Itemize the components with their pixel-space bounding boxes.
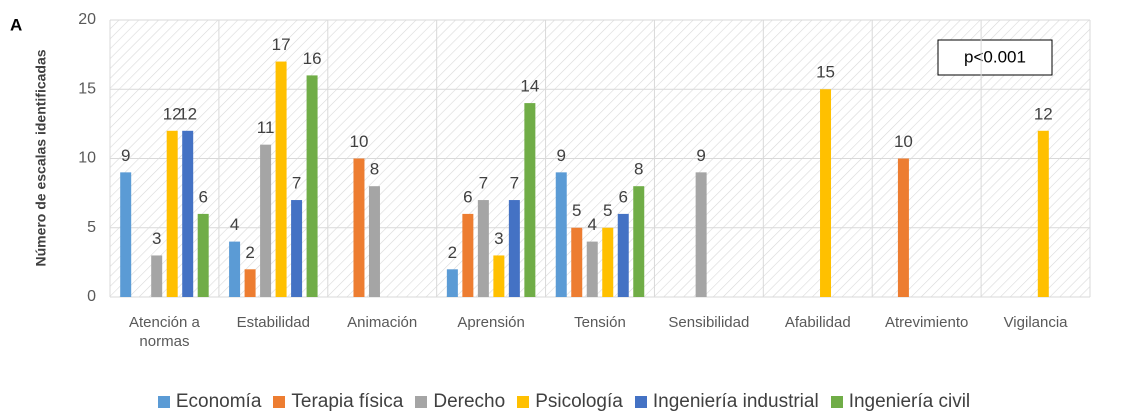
data-label: 4 (588, 215, 597, 234)
x-tick-label: Animación (347, 314, 418, 331)
legend-item: Ingeniería industrial (634, 391, 819, 413)
x-tick-label: Tensión (574, 314, 626, 331)
legend-swatch (830, 396, 843, 408)
data-label: 7 (479, 174, 488, 193)
y-tick-label: 10 (78, 150, 96, 167)
bar (524, 103, 536, 297)
legend-swatch (634, 396, 647, 408)
data-label: 12 (1034, 104, 1053, 123)
bar (462, 213, 474, 297)
bar (508, 200, 520, 297)
bar (602, 227, 614, 297)
data-label: 15 (816, 63, 835, 82)
annotation: p<0.001 (964, 47, 1026, 66)
bar (897, 158, 909, 297)
legend-swatch (415, 396, 428, 408)
data-label: 7 (292, 174, 301, 193)
bar (586, 241, 598, 297)
x-tick-label: Vigilancia (1003, 314, 1068, 331)
legend-item: Terapia física (273, 391, 403, 413)
data-label: 2 (245, 243, 254, 262)
bar (446, 269, 458, 297)
bar (182, 130, 194, 297)
bar (166, 130, 178, 297)
bar (1037, 130, 1049, 297)
y-tick-label: 0 (87, 288, 96, 305)
bar (695, 172, 707, 297)
x-tick-label: Sensibilidad (668, 314, 750, 331)
data-label: 6 (619, 187, 628, 206)
data-label: 6 (198, 187, 207, 206)
bar (617, 213, 629, 297)
legend-swatch (157, 396, 170, 408)
legend-item: Economía (157, 391, 262, 413)
data-label: 5 (572, 201, 581, 220)
data-label: 16 (303, 49, 322, 68)
data-label: 3 (494, 229, 503, 248)
legend-swatch (517, 396, 530, 408)
data-label: 10 (350, 132, 369, 151)
data-label: 2 (448, 243, 457, 262)
y-axis-label: Número de escalas identificadas (33, 49, 49, 266)
bar (571, 227, 583, 297)
bar (633, 186, 645, 297)
legend-item: Ingeniería civil (830, 391, 971, 413)
data-label: 7 (510, 174, 519, 193)
bar (291, 200, 303, 297)
y-tick-label: 20 (78, 11, 96, 28)
data-label: 12 (163, 104, 182, 123)
data-label: 5 (603, 201, 612, 220)
legend-label: Ingeniería industrial (652, 391, 819, 412)
x-tick-label: Afabilidad (784, 314, 851, 331)
bar (120, 172, 132, 297)
data-label: 6 (463, 187, 472, 206)
annotation-box (937, 39, 1053, 76)
y-tick-label: 5 (87, 219, 96, 236)
x-tick-label: Atrevimiento (884, 314, 969, 331)
bar (555, 172, 567, 297)
legend-label: Derecho (433, 391, 506, 412)
bar (260, 144, 272, 297)
data-label: 8 (634, 160, 643, 179)
data-label: 9 (121, 146, 130, 165)
bar (229, 241, 241, 297)
bar (197, 213, 209, 297)
data-label: 3 (152, 229, 161, 248)
x-tick-label: Estabilidad (236, 314, 310, 331)
data-label: 17 (272, 35, 291, 54)
bar (244, 269, 256, 297)
bar (820, 89, 832, 297)
y-tick-label: 15 (78, 80, 96, 97)
data-label: 10 (894, 132, 913, 151)
legend-item: Derecho (415, 391, 505, 413)
bar (275, 61, 287, 297)
bar (493, 255, 505, 297)
legend-label: Terapia física (291, 391, 404, 412)
data-label: 9 (696, 146, 705, 165)
data-label: 9 (557, 146, 566, 165)
bar (353, 158, 365, 297)
bar (306, 75, 318, 298)
data-label: 14 (520, 77, 539, 96)
data-label: 12 (178, 104, 197, 123)
data-label: 4 (230, 215, 239, 234)
x-tick-label: Aprensión (457, 314, 525, 331)
data-label: 8 (370, 160, 379, 179)
legend-label: Ingeniería civil (848, 391, 971, 412)
legend: Economía Terapia física Derecho Psicología I… (0, 391, 1128, 413)
bar (151, 255, 163, 297)
bar (477, 200, 489, 297)
bar (368, 186, 380, 297)
x-tick-label: Atención a normas (128, 314, 200, 350)
legend-label: Economía (175, 391, 262, 412)
panel-label: A (10, 15, 22, 34)
legend-label: Psicología (535, 391, 623, 412)
data-label: 11 (257, 118, 275, 137)
legend-item: Psicología (517, 391, 623, 413)
legend-swatch (273, 396, 286, 408)
